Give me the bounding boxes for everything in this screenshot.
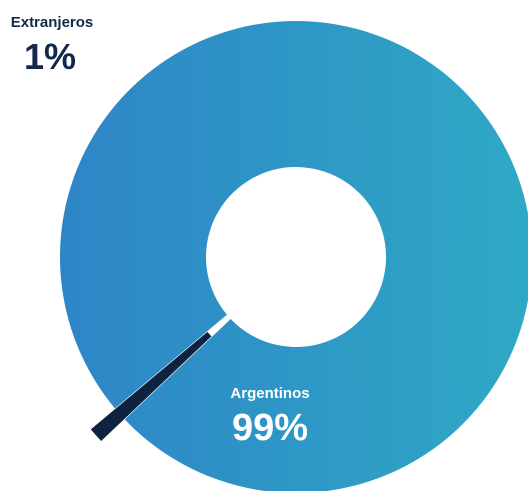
slice-label-extranjeros: Extranjeros [11, 14, 94, 31]
slice-value-extranjeros: 1% [24, 36, 76, 77]
slice-label-argentinos: Argentinos [230, 385, 309, 402]
slice-extranjeros-group [90, 331, 212, 442]
slice-value-argentinos: 99% [232, 407, 308, 449]
slices-group [60, 21, 528, 491]
slice-extranjeros [90, 331, 212, 442]
slice-argentinos [60, 21, 528, 491]
